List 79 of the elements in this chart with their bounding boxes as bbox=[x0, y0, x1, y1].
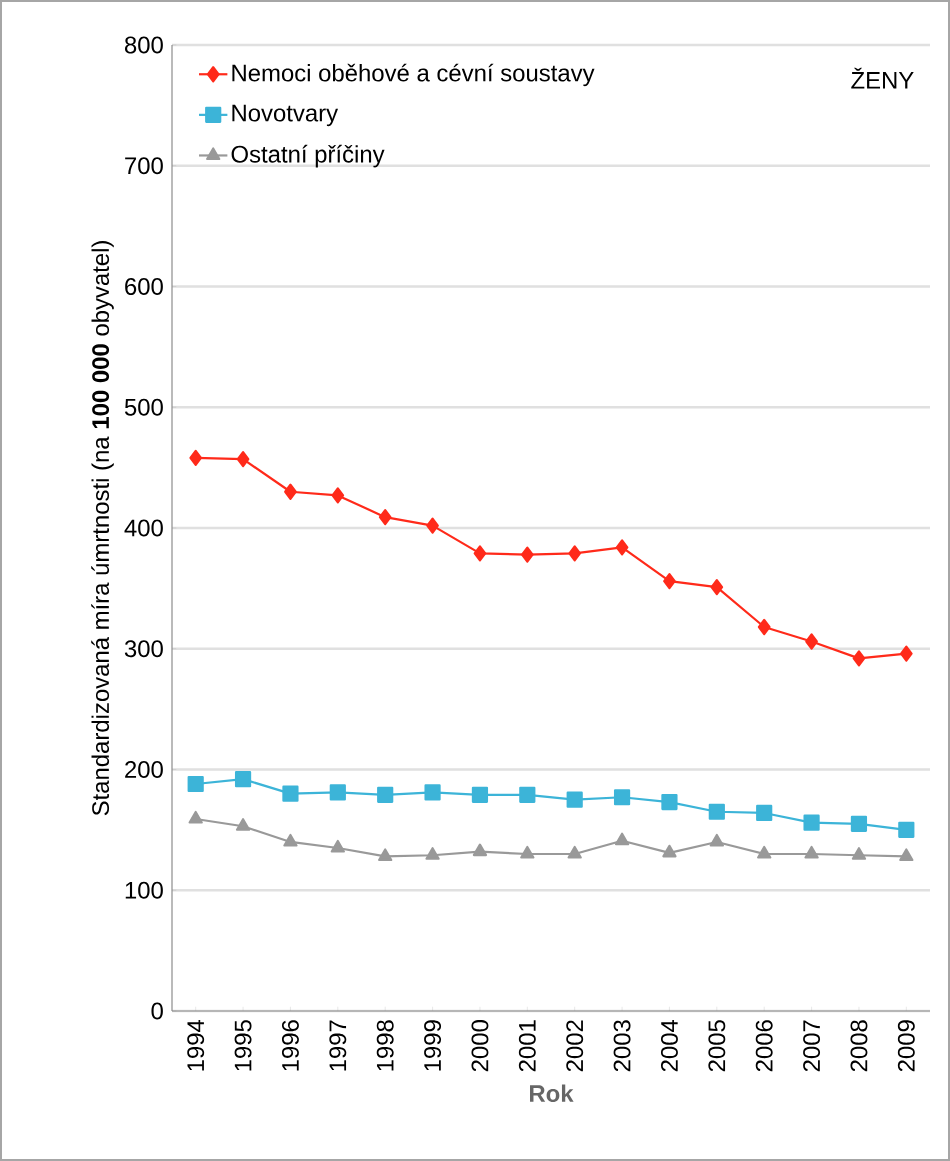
y-tick-label: 600 bbox=[125, 278, 163, 295]
point bbox=[378, 848, 393, 862]
x-tick-label: 2008 bbox=[850, 1020, 868, 1072]
x-tick-label: 2005 bbox=[708, 1020, 726, 1072]
y-tick-label: 400 bbox=[124, 519, 163, 537]
point bbox=[188, 810, 203, 824]
point bbox=[424, 784, 441, 801]
point bbox=[662, 844, 677, 858]
point bbox=[756, 804, 773, 822]
point bbox=[709, 833, 724, 847]
point bbox=[708, 803, 725, 820]
point bbox=[899, 848, 914, 862]
x-tick-label: 1997 bbox=[329, 1020, 347, 1071]
point bbox=[331, 487, 345, 504]
x-tick-label: 2000 bbox=[471, 1020, 489, 1072]
point bbox=[804, 845, 819, 859]
point bbox=[282, 785, 299, 802]
point bbox=[330, 839, 345, 853]
x-tick-label: 2001 bbox=[518, 1020, 536, 1072]
x-tick-label: 2009 bbox=[897, 1020, 915, 1072]
annotation: ŽENY bbox=[851, 67, 914, 89]
point bbox=[852, 650, 866, 667]
y-tick-label: 300 bbox=[124, 640, 163, 658]
x-tick-label: 2007 bbox=[803, 1020, 821, 1072]
point bbox=[898, 821, 915, 838]
point bbox=[235, 818, 251, 831]
y-tick-label: 200 bbox=[125, 761, 163, 778]
point bbox=[566, 791, 583, 808]
legend-label: Ostatní příčiny bbox=[231, 144, 385, 168]
point bbox=[803, 814, 820, 831]
point bbox=[899, 645, 913, 662]
point bbox=[663, 573, 676, 590]
point bbox=[472, 843, 488, 857]
y-axis-title: Standardizovaná míra úmrtnosti (na 100 000 obyvatel) bbox=[91, 241, 114, 816]
point bbox=[187, 775, 204, 793]
point bbox=[757, 845, 772, 859]
y-tick-label: 800 bbox=[124, 36, 163, 54]
x-tick-label: 1996 bbox=[281, 1020, 299, 1071]
point bbox=[234, 771, 252, 788]
y-tick-label: 100 bbox=[125, 881, 163, 899]
point bbox=[377, 786, 394, 803]
point bbox=[426, 517, 439, 534]
point bbox=[473, 545, 487, 562]
point bbox=[850, 815, 868, 832]
point bbox=[614, 832, 630, 846]
x-tick-label: 1994 bbox=[187, 1019, 205, 1071]
point bbox=[329, 784, 346, 801]
point bbox=[805, 633, 818, 650]
point bbox=[710, 579, 724, 596]
x-tick-label: 2002 bbox=[566, 1020, 584, 1072]
point bbox=[613, 789, 631, 806]
point bbox=[236, 451, 250, 468]
y-tick-label: 500 bbox=[124, 398, 163, 416]
y-tick-label: 0 bbox=[151, 1002, 163, 1020]
point bbox=[520, 546, 534, 563]
point bbox=[520, 845, 535, 859]
point bbox=[378, 509, 392, 526]
point bbox=[851, 847, 867, 860]
x-tick-label: 1995 bbox=[234, 1020, 252, 1071]
x-tick-label: 2004 bbox=[660, 1019, 678, 1072]
x-tick-label: 2006 bbox=[755, 1020, 773, 1072]
legend-label: Nemoci oběhové a cévní soustavy bbox=[232, 63, 595, 87]
x-axis-title: Rok bbox=[530, 1084, 574, 1103]
point bbox=[284, 483, 297, 500]
y-tick-label: 700 bbox=[125, 157, 163, 175]
point bbox=[615, 539, 629, 556]
point bbox=[425, 847, 440, 860]
point bbox=[189, 449, 203, 467]
x-tick-label: 1998 bbox=[376, 1020, 394, 1071]
point bbox=[567, 845, 582, 859]
point bbox=[519, 786, 536, 803]
point bbox=[757, 618, 771, 636]
x-tick-label: 2003 bbox=[613, 1020, 631, 1072]
point bbox=[471, 786, 489, 803]
legend-label: Novotvary bbox=[232, 104, 339, 127]
point bbox=[568, 545, 582, 562]
point bbox=[661, 794, 678, 811]
point bbox=[283, 833, 298, 847]
x-tick-label: 1999 bbox=[424, 1020, 442, 1071]
